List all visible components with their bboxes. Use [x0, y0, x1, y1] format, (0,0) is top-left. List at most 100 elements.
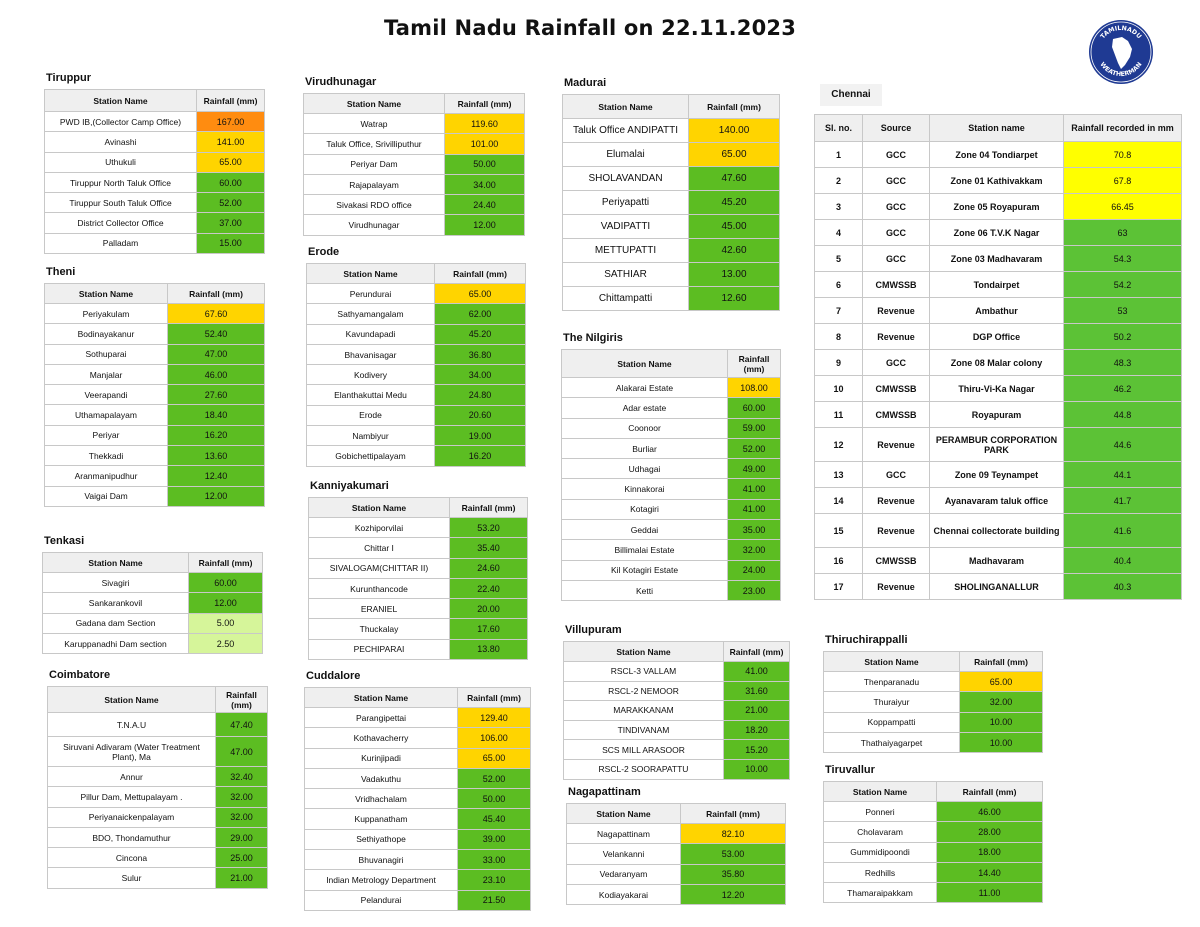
col-station: Station Name [44, 283, 168, 304]
tenkasi-panel: Tenkasi Station Name Rainfall (mm) Sivagiri… [42, 535, 263, 655]
station-name: Sivakasi RDO office [303, 194, 445, 216]
col-station: Station Name [44, 89, 197, 112]
rainfall-value: 10.00 [959, 731, 1043, 754]
station-name: Thathaiyagarpet [823, 731, 960, 754]
rainfall-value: 41.00 [727, 498, 781, 521]
col-station: Station Name [823, 651, 960, 672]
station-name: Aranmanipudhur [44, 465, 168, 487]
station-name: SHOLINGANALLUR [929, 573, 1064, 600]
station-name: Madhavaram [929, 547, 1064, 574]
rainfall-value: 167.00 [196, 110, 265, 133]
rainfall-value: 67.60 [167, 302, 265, 325]
table-row: 16 CMWSSB Madhavaram 40.4 [814, 547, 1182, 574]
rainfall-value: 12.00 [188, 592, 263, 614]
tiruppur-table: Station Name Rainfall (mm) PWD IB,(Collect… [44, 89, 265, 255]
nagapattinam-table: Station Name Rainfall (mm) Nagapattinam 82.… [566, 803, 786, 906]
rainfall-value: 54.3 [1063, 245, 1182, 272]
rainfall-value: 32.00 [727, 539, 781, 561]
rainfall-value: 12.00 [444, 214, 525, 236]
station-name: Parangipettai [304, 706, 458, 729]
rainfall-value: 41.7 [1063, 487, 1182, 514]
rainfall-value: 15.20 [723, 739, 790, 760]
station-name: Tiruppur North Taluk Office [44, 171, 197, 194]
rainfall-value: 67.8 [1063, 167, 1182, 194]
table-row: Virudhunagar 12.00 [303, 214, 525, 236]
station-name: Bodinayakanur [44, 323, 168, 345]
table-row: METTUPATTI 42.60 [562, 238, 780, 263]
col-station: Station Name [306, 263, 435, 284]
rainfall-value: 35.40 [449, 537, 528, 559]
table-row: Palladam 15.00 [44, 232, 265, 255]
station-name: Taluk Office, Srivilliputhur [303, 133, 445, 155]
rainfall-value: 29.00 [215, 826, 268, 849]
station-name: Zone 03 Madhavaram [929, 245, 1064, 272]
col-rain: Rainfall (mm) [680, 803, 786, 824]
station-name: Kothavacherry [304, 727, 458, 749]
station-name: SIVALOGAM(CHITTAR II) [308, 557, 450, 579]
station-name: Chittampatti [562, 286, 689, 311]
rainfall-value: 12.00 [167, 485, 265, 507]
rainfall-value: 59.00 [727, 417, 781, 439]
nagapattinam-panel: Nagapattinam Station Name Rainfall (mm) Nag… [566, 786, 786, 906]
station-name: Virudhunagar [303, 214, 445, 236]
station-name: Ketti [561, 579, 728, 602]
station-name: Avinashi [44, 131, 197, 153]
station-name: Uthukuli [44, 151, 197, 173]
rainfall-value: 23.00 [727, 579, 781, 602]
station-name: Indian Metrology Department [304, 869, 458, 891]
source: GCC [862, 141, 930, 168]
rainfall-value: 52.40 [167, 323, 265, 345]
rainfall-value: 21.00 [215, 867, 268, 889]
station-name: Chittar I [308, 537, 450, 559]
table-row: Redhills 14.40 [823, 861, 1043, 884]
table-row: PECHIPARAI 13.80 [308, 638, 528, 661]
rainfall-value: 41.00 [723, 661, 790, 682]
station-name: Karuppanadhi Dam section [42, 632, 189, 655]
rainfall-value: 21.00 [723, 700, 790, 721]
rainfall-value: 60.00 [727, 397, 781, 419]
rainfall-value: 12.40 [167, 465, 265, 487]
station-name: Vaigai Dam [44, 485, 168, 507]
tenkasi-table: Station Name Rainfall (mm) Sivagiri 60.00 Sa… [42, 552, 263, 655]
table-row: 6 CMWSSB Tondairpet 54.2 [814, 271, 1182, 298]
villupuram-title: Villupuram [565, 624, 622, 636]
station-name: Vedaranyam [566, 863, 681, 885]
erode-title: Erode [308, 246, 340, 258]
col-station: Station Name [563, 641, 724, 662]
station-name: Thenparanadu [823, 670, 960, 693]
station-name: Nagapattinam [566, 822, 681, 845]
col-station: Station Name [303, 93, 445, 114]
table-row: Sulur 21.00 [47, 867, 268, 889]
station-name: Thekkadi [44, 445, 168, 467]
rainfall-value: 24.00 [727, 559, 781, 581]
table-row: Elumalai 65.00 [562, 142, 780, 167]
table-row: Kinnakorai 41.00 [561, 478, 781, 500]
table-row: Kodivery 34.00 [306, 364, 526, 386]
col-station: Station Name [308, 497, 450, 518]
station-name: Veerapandi [44, 384, 168, 406]
table-row: Avinashi 141.00 [44, 131, 265, 153]
rainfall-value: 13.80 [449, 638, 528, 661]
col-rain: Rainfall (mm) [457, 687, 531, 708]
table-row: Thamaraipakkam 11.00 [823, 882, 1043, 904]
table-row: Sethiyathope 39.00 [304, 828, 531, 851]
rainfall-value: 24.40 [444, 194, 525, 216]
table-row: Thathaiyagarpet 10.00 [823, 731, 1043, 754]
rainfall-value: 20.00 [449, 598, 528, 620]
col-rain: Rainfall (mm) [444, 93, 525, 114]
station-name: Thuckalay [308, 618, 450, 640]
table-row: Geddai 35.00 [561, 519, 781, 541]
source: Revenue [862, 573, 930, 600]
sl-number: 2 [814, 167, 863, 194]
table-row: Periyapatti 45.20 [562, 190, 780, 215]
table-row: 14 Revenue Ayanavaram taluk office 41.7 [814, 487, 1182, 514]
table-row: Kodiayakarai 12.20 [566, 883, 786, 906]
sl-number: 7 [814, 297, 863, 324]
station-name: Sothuparai [44, 343, 168, 365]
table-row: Taluk Office, Srivilliputhur 101.00 [303, 133, 525, 155]
station-name: BDO, Thondamuthur [47, 826, 216, 849]
station-name: METTUPATTI [562, 238, 689, 263]
station-name: Nambiyur [306, 425, 435, 447]
rainfall-value: 44.6 [1063, 427, 1182, 462]
table-row: RSCL-2 SOORAPATTU 10.00 [563, 758, 790, 780]
